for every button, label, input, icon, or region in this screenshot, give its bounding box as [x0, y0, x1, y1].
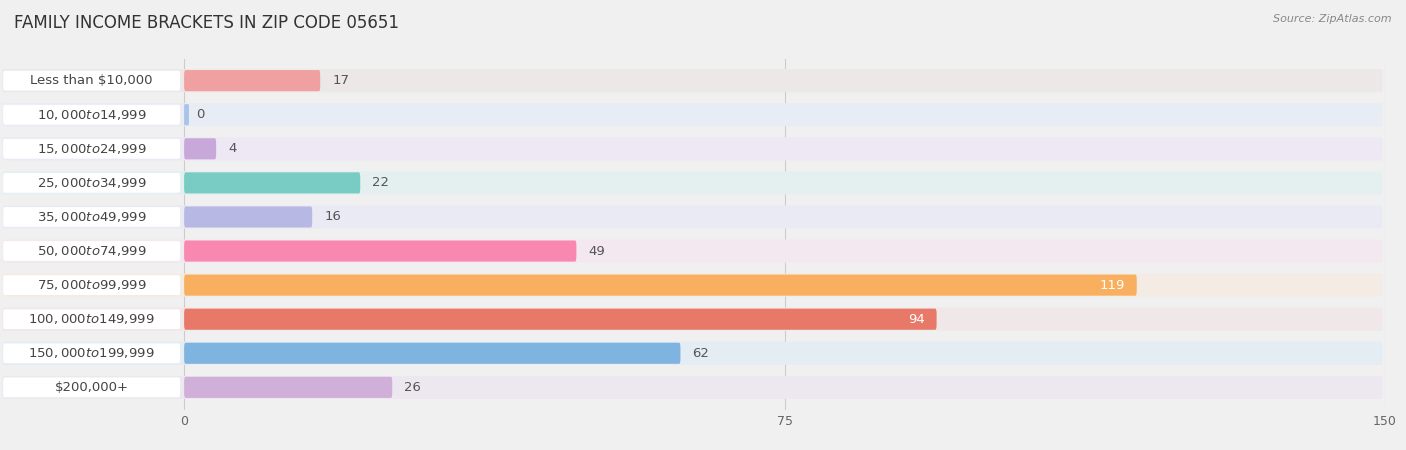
Text: 17: 17 — [332, 74, 349, 87]
FancyBboxPatch shape — [3, 275, 180, 295]
FancyBboxPatch shape — [3, 274, 1382, 297]
FancyBboxPatch shape — [3, 173, 180, 193]
FancyBboxPatch shape — [3, 308, 1382, 331]
FancyBboxPatch shape — [3, 205, 1382, 229]
Text: 62: 62 — [693, 347, 710, 360]
Text: $25,000 to $34,999: $25,000 to $34,999 — [37, 176, 146, 190]
Text: 16: 16 — [325, 211, 342, 224]
FancyBboxPatch shape — [184, 309, 936, 330]
FancyBboxPatch shape — [3, 105, 180, 125]
Text: $200,000+: $200,000+ — [55, 381, 129, 394]
Text: $50,000 to $74,999: $50,000 to $74,999 — [37, 244, 146, 258]
Text: 4: 4 — [228, 142, 236, 155]
Text: Less than $10,000: Less than $10,000 — [31, 74, 153, 87]
FancyBboxPatch shape — [3, 137, 1382, 160]
Text: 119: 119 — [1099, 279, 1125, 292]
FancyBboxPatch shape — [184, 274, 1136, 296]
FancyBboxPatch shape — [3, 71, 180, 90]
Text: 0: 0 — [195, 108, 204, 121]
FancyBboxPatch shape — [3, 343, 180, 363]
FancyBboxPatch shape — [184, 172, 360, 194]
FancyBboxPatch shape — [3, 376, 1382, 399]
Text: $150,000 to $199,999: $150,000 to $199,999 — [28, 346, 155, 360]
FancyBboxPatch shape — [3, 69, 1382, 92]
FancyBboxPatch shape — [184, 377, 392, 398]
FancyBboxPatch shape — [3, 103, 1382, 126]
FancyBboxPatch shape — [3, 139, 180, 159]
FancyBboxPatch shape — [3, 207, 180, 227]
FancyBboxPatch shape — [184, 207, 312, 228]
FancyBboxPatch shape — [3, 309, 180, 329]
FancyBboxPatch shape — [184, 70, 321, 91]
FancyBboxPatch shape — [3, 239, 1382, 263]
Text: 22: 22 — [373, 176, 389, 189]
FancyBboxPatch shape — [3, 171, 1382, 194]
Text: Source: ZipAtlas.com: Source: ZipAtlas.com — [1274, 14, 1392, 23]
Text: $10,000 to $14,999: $10,000 to $14,999 — [37, 108, 146, 122]
Text: 26: 26 — [405, 381, 422, 394]
FancyBboxPatch shape — [184, 138, 217, 159]
FancyBboxPatch shape — [184, 104, 188, 125]
FancyBboxPatch shape — [184, 343, 681, 364]
Text: $35,000 to $49,999: $35,000 to $49,999 — [37, 210, 146, 224]
Text: $15,000 to $24,999: $15,000 to $24,999 — [37, 142, 146, 156]
Text: 49: 49 — [588, 244, 605, 257]
FancyBboxPatch shape — [3, 378, 180, 397]
Text: FAMILY INCOME BRACKETS IN ZIP CODE 05651: FAMILY INCOME BRACKETS IN ZIP CODE 05651 — [14, 14, 399, 32]
FancyBboxPatch shape — [184, 240, 576, 261]
FancyBboxPatch shape — [3, 241, 180, 261]
Text: 94: 94 — [908, 313, 925, 326]
Text: $75,000 to $99,999: $75,000 to $99,999 — [37, 278, 146, 292]
Text: $100,000 to $149,999: $100,000 to $149,999 — [28, 312, 155, 326]
FancyBboxPatch shape — [3, 342, 1382, 365]
